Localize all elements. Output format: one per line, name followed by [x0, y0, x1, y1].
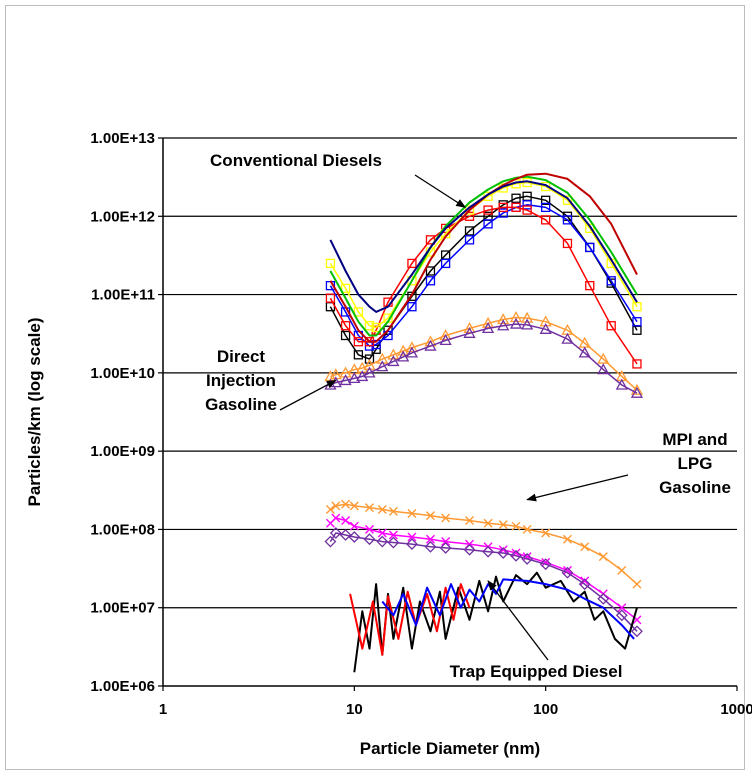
- data-point: [599, 553, 607, 561]
- gridlines: [158, 138, 737, 691]
- series-line: [330, 183, 637, 328]
- annotation-line: Injection: [206, 371, 276, 390]
- series-line: [330, 518, 637, 620]
- annotation: Conventional Diesels: [210, 151, 465, 207]
- y-tick-label: 1.00E+08: [90, 521, 155, 538]
- data-point: [326, 505, 334, 513]
- annotation-line: MPI and: [662, 430, 727, 449]
- x-tick-label: 100: [533, 701, 558, 718]
- data-point: [633, 580, 641, 588]
- annotation: Direct Injection Gasoline: [205, 347, 336, 414]
- annotation-label: Direct Injection Gasoline: [205, 347, 277, 414]
- series-layer: [325, 174, 642, 673]
- x-tick-label: 1000: [720, 701, 752, 718]
- annotation-arrow: [415, 175, 465, 207]
- x-tick-label: 1: [159, 701, 167, 718]
- annotation-line: Gasoline: [205, 395, 277, 414]
- series-line: [330, 504, 637, 584]
- series-line: [330, 174, 637, 342]
- data-point: [618, 566, 626, 574]
- y-tick-label: 1.00E+13: [90, 130, 155, 147]
- x-tick-label: 10: [346, 701, 363, 718]
- annotation-line: Trap Equipped Diesel: [450, 662, 623, 681]
- data-point: [326, 294, 334, 302]
- x-axis-title: Particle Diameter (nm): [360, 739, 540, 758]
- y-tick-label: 1.00E+06: [90, 678, 155, 695]
- annotation-line: Conventional Diesels: [210, 151, 382, 170]
- y-tick-label: 1.00E+11: [91, 287, 155, 304]
- annotation-arrow: [527, 475, 628, 500]
- annotation-label: MPI and LPG Gasoline: [659, 430, 731, 497]
- annotation-arrow: [280, 380, 336, 410]
- series-group: [326, 174, 641, 368]
- data-series: [326, 500, 641, 588]
- annotation-line: Direct: [217, 347, 266, 366]
- data-point: [633, 360, 641, 368]
- annotation-line: LPG: [678, 454, 713, 473]
- data-point: [563, 535, 571, 543]
- y-tick-label: 1.00E+09: [90, 443, 155, 460]
- data-series: [330, 174, 637, 342]
- data-point: [581, 543, 589, 551]
- annotation-label: Trap Equipped Diesel: [450, 662, 623, 681]
- y-tick-label: 1.00E+10: [90, 365, 155, 382]
- annotation-line: Gasoline: [659, 478, 731, 497]
- annotation-label: Conventional Diesels: [210, 151, 382, 170]
- annotation: MPI and LPG Gasoline: [527, 430, 731, 500]
- y-tick-label: 1.00E+07: [90, 600, 155, 617]
- y-tick-label: 1.00E+12: [90, 208, 155, 225]
- annotation-arrow: [488, 581, 548, 660]
- tick-labels: 1.00E+06 1.00E+07 1.00E+08 1.00E+09 1.00E+10…: [90, 130, 752, 718]
- y-axis-title: Particles/km (log scale): [25, 318, 44, 507]
